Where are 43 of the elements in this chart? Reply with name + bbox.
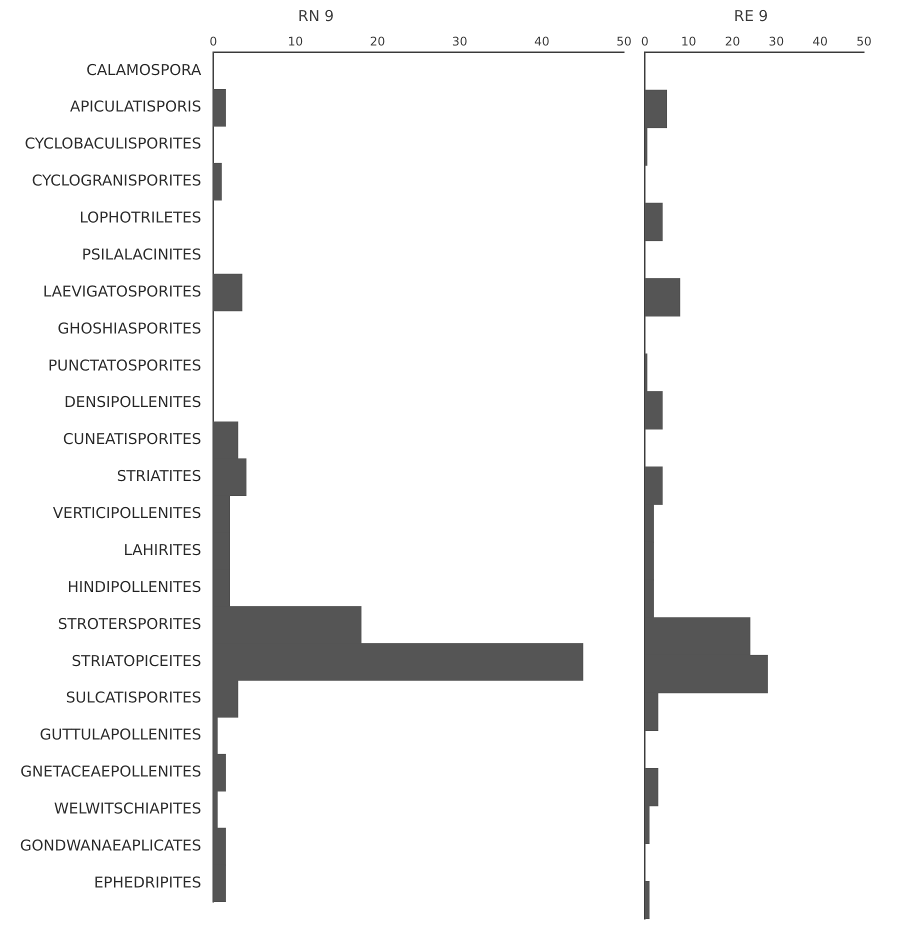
y-tick-label: CYCLOBACULISPORITES	[24, 134, 202, 153]
y-tick-label: CALAMOSPORA	[86, 60, 202, 79]
y-tick-label: DENSIPOLLENITES	[64, 393, 202, 412]
x-tick-label: 10	[288, 34, 304, 48]
bar	[213, 162, 222, 200]
bar	[213, 274, 242, 312]
x-tick-label: 20	[370, 34, 386, 48]
chart-title: RE 9	[734, 6, 768, 25]
x-tick-label: 30	[768, 34, 784, 48]
y-tick-label: STRIATOPICEITES	[72, 652, 202, 670]
x-tick-label: 50	[616, 34, 632, 48]
x-tick-label: 40	[812, 34, 828, 48]
x-tick-label: 0	[640, 34, 649, 48]
y-tick-label: PSILALACINITES	[82, 245, 202, 264]
bar	[644, 880, 650, 919]
y-tick-label: APICULATISPORIS	[70, 98, 202, 116]
y-tick-label: GONDWANAEAPLICATES	[20, 836, 202, 854]
x-tick-label: 10	[681, 34, 696, 48]
y-tick-label: VERTICIPOLLENITES	[52, 504, 202, 522]
y-tick-label: CYCLOGRANISPORITES	[32, 172, 202, 190]
y-tick-label: GNETACEAEPOLLENITES	[20, 762, 202, 781]
x-tick-label: 40	[534, 34, 550, 48]
y-tick-label: STRIATITES	[116, 467, 202, 486]
x-tick-label: 50	[856, 34, 872, 48]
y-tick-label: EPHEDRIPITES	[94, 873, 202, 892]
y-tick-label: CUNEATISPORITES	[63, 430, 202, 448]
y-tick-label: GUTTULAPOLLENITES	[40, 726, 202, 744]
x-tick-label: 30	[452, 34, 468, 48]
y-tick-label: WELWITSCHIAPITES	[54, 800, 202, 818]
y-tick-label: LAEVIGATOSPORITES	[43, 282, 202, 300]
y-tick-label: SULCATISPORITES	[66, 688, 202, 707]
x-tick-label: 20	[724, 34, 740, 48]
y-tick-label: HINDIPOLLENITES	[68, 578, 202, 596]
y-tick-label: LAHIRITES	[124, 540, 202, 559]
x-tick-label: 0	[209, 34, 218, 48]
bar	[213, 89, 226, 127]
y-tick-label: LOPHOTRILETES	[79, 208, 202, 227]
y-tick-label: PUNCTATOSPORITES	[48, 356, 202, 374]
y-tick-label: GHOSHIASPORITES	[58, 319, 202, 338]
bar	[644, 202, 663, 242]
chart-title: RN 9	[298, 6, 334, 25]
bar	[644, 278, 680, 316]
y-tick-label: STROTERSPORITES	[58, 614, 202, 633]
